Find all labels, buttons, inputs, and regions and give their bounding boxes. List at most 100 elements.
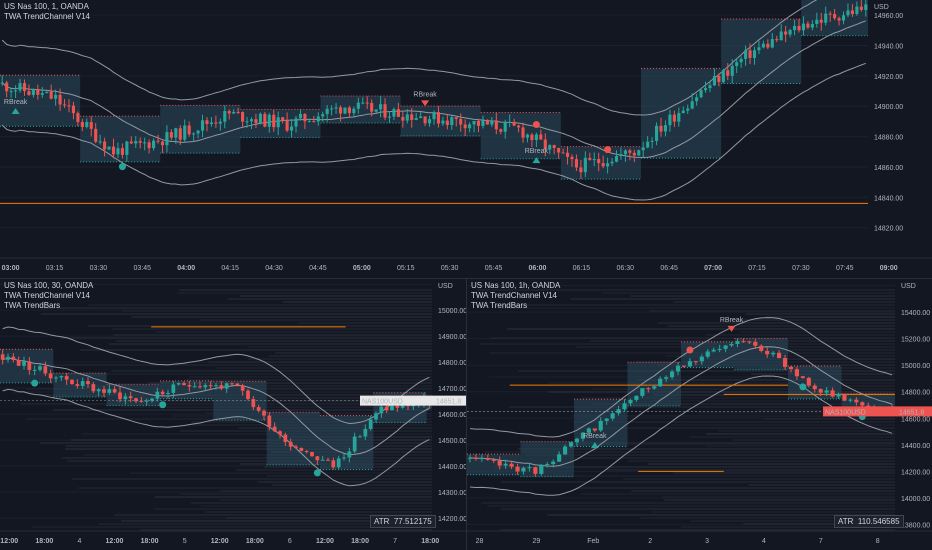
price-tick-label: 14600.00 bbox=[438, 412, 466, 419]
candle-body bbox=[723, 345, 728, 349]
trend-channel-segment bbox=[480, 112, 561, 159]
chart-pane-bottom-left[interactable]: US Nas 100, 30, OANDA TWA TrendChannel V… bbox=[0, 279, 466, 550]
pivot-low-marker bbox=[118, 163, 126, 171]
candle-body bbox=[775, 39, 779, 41]
candle-body bbox=[810, 24, 814, 28]
profile-bar bbox=[710, 349, 895, 351]
profile-bar bbox=[739, 331, 895, 333]
price-axis-unit: USD bbox=[438, 283, 453, 290]
candle-body bbox=[515, 466, 520, 472]
candle-body bbox=[788, 366, 794, 370]
legend-symbol: US Nas 100, 30, OANDA bbox=[4, 281, 94, 290]
candle-body bbox=[646, 141, 650, 148]
upper-band-line bbox=[2, 326, 430, 425]
chart-canvas-bottom-right[interactable]: RBreak RBreak USD 15400.00 15200.00 15000.00 1… bbox=[467, 279, 932, 550]
chart-pane-bottom-right[interactable]: US Nas 100, 1h, OANDA TWA TrendChannel V… bbox=[467, 279, 932, 550]
time-tick-label: 03:00 bbox=[2, 265, 20, 272]
candle-body bbox=[395, 405, 400, 408]
candle-body bbox=[610, 413, 615, 419]
candle-body bbox=[568, 442, 574, 447]
pane-separator-vertical[interactable] bbox=[466, 279, 467, 550]
candle-body bbox=[80, 122, 84, 127]
candle-body bbox=[396, 109, 400, 117]
candle-body bbox=[134, 398, 138, 402]
candle-body bbox=[753, 341, 758, 346]
trend-channel-segment bbox=[240, 109, 321, 138]
candle-body bbox=[655, 125, 659, 141]
candle-body bbox=[59, 376, 64, 378]
price-tick-label: 14920.00 bbox=[874, 74, 903, 81]
candle-body bbox=[663, 125, 668, 132]
time-tick-label: 05:15 bbox=[397, 265, 415, 272]
time-tick-label: 07:15 bbox=[748, 265, 766, 272]
candle-body bbox=[864, 4, 868, 10]
candle-body bbox=[534, 134, 538, 141]
candle-body bbox=[650, 140, 654, 142]
legend-indicator: TWA TrendChannel V14 bbox=[4, 291, 90, 300]
pivot-low-marker bbox=[313, 469, 321, 477]
profile-bar bbox=[98, 523, 432, 525]
chart-canvas-top[interactable]: RBreak RBreak RBreak USD 14960.00 14940.00 149… bbox=[0, 0, 932, 278]
candle-body bbox=[160, 141, 165, 146]
pivot-low-marker bbox=[31, 379, 39, 387]
profile-bar bbox=[247, 346, 432, 348]
time-tick-label: 03:30 bbox=[90, 265, 108, 272]
candle-body bbox=[717, 76, 721, 83]
profile-bar bbox=[507, 328, 895, 330]
profile-bar bbox=[120, 406, 432, 408]
profile-bar bbox=[225, 517, 432, 519]
profile-bar bbox=[200, 505, 432, 507]
chart-canvas-bottom-left[interactable]: USD 15000.00 14900.00 14800.00 14700.00 14600… bbox=[0, 279, 466, 550]
candle-body bbox=[703, 88, 708, 91]
candle-body bbox=[352, 436, 357, 452]
candle-body bbox=[205, 120, 209, 124]
candle-body bbox=[545, 464, 550, 466]
candle-body bbox=[102, 389, 106, 393]
profile-bar bbox=[154, 496, 432, 498]
time-tick-label: 04:00 bbox=[177, 265, 195, 272]
chart-pane-top[interactable]: US Nas 100, 1, OANDA TWA TrendChannel V1… bbox=[0, 0, 932, 278]
candle-body bbox=[241, 111, 245, 122]
candle-body bbox=[165, 132, 169, 146]
candle-body bbox=[0, 354, 5, 360]
profile-bar bbox=[298, 322, 432, 324]
candle-body bbox=[254, 119, 258, 124]
candle-body bbox=[729, 343, 734, 346]
pane-separator-horizontal[interactable] bbox=[0, 278, 932, 279]
profile-bar bbox=[81, 433, 433, 435]
break-up-arrow bbox=[11, 108, 20, 115]
time-tick-label: 29 bbox=[533, 538, 541, 545]
price-tick-label: 14800.00 bbox=[901, 390, 930, 397]
candle-body bbox=[48, 373, 53, 379]
profile-bar bbox=[139, 397, 432, 399]
candle-body bbox=[744, 50, 748, 59]
profile-bar bbox=[673, 301, 895, 303]
candle-body bbox=[597, 159, 601, 164]
candle-body bbox=[419, 116, 423, 119]
profile-bar bbox=[179, 289, 432, 291]
candle-body bbox=[598, 420, 603, 431]
candle-body bbox=[583, 157, 587, 173]
candle-body bbox=[214, 122, 218, 124]
candle-body bbox=[800, 376, 805, 378]
candle-body bbox=[830, 390, 835, 397]
candle-body bbox=[761, 43, 765, 48]
candle-body bbox=[641, 147, 645, 151]
price-tick-label: 14000.00 bbox=[901, 496, 930, 503]
profile-bar bbox=[60, 337, 432, 339]
candle-body bbox=[530, 134, 534, 141]
candle-body bbox=[103, 141, 107, 150]
time-tick-label: 7 bbox=[393, 538, 397, 545]
candle-body bbox=[485, 119, 489, 125]
profile-bar bbox=[726, 319, 895, 321]
candle-body bbox=[235, 383, 240, 386]
candle-body bbox=[214, 385, 218, 387]
candle-body bbox=[445, 120, 449, 125]
candle-body bbox=[525, 134, 530, 138]
candle-body bbox=[31, 88, 35, 95]
time-tick-label: 06:00 bbox=[528, 265, 546, 272]
candle-body bbox=[503, 463, 508, 466]
candle-body bbox=[111, 146, 116, 155]
profile-bar bbox=[570, 298, 895, 300]
profile-bar bbox=[227, 298, 432, 300]
